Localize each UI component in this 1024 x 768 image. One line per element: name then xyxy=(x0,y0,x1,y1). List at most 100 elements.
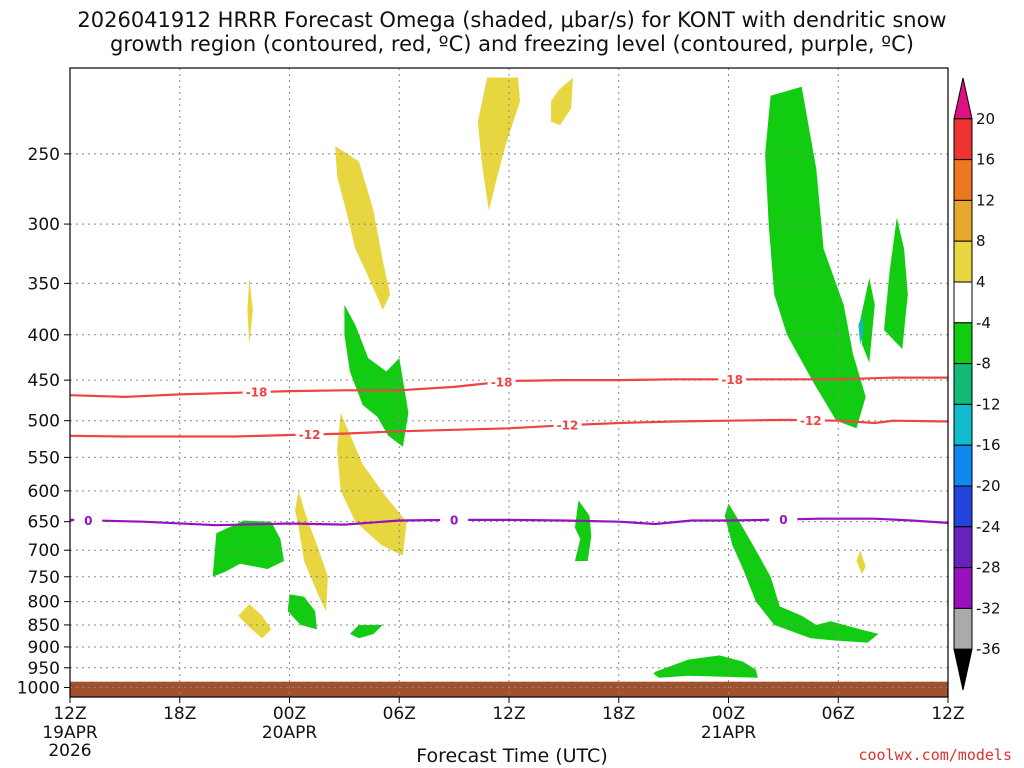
colorbar-swatch xyxy=(953,403,973,446)
chart-title-line-1: 2026041912 HRRR Forecast Omega (shaded, … xyxy=(77,8,947,32)
omega-region-m xyxy=(574,500,592,561)
colorbar-label: -24 xyxy=(976,518,1001,536)
omega-region-p xyxy=(884,217,908,349)
colorbar-label: -36 xyxy=(976,640,1001,658)
contour-line-minus12 xyxy=(69,418,949,438)
x-tick-label: 06Z xyxy=(383,704,416,724)
colorbar-swatch xyxy=(953,567,973,609)
colorbar-label: -20 xyxy=(976,477,1001,495)
contour-label-minus18: -18 xyxy=(246,386,268,400)
ground-layer xyxy=(70,681,948,697)
colorbar-label: 12 xyxy=(976,191,995,209)
omega-region-k xyxy=(287,594,317,630)
omega-region-g xyxy=(238,604,272,639)
contour-label-bg xyxy=(487,374,516,389)
credit-link[interactable]: coolwx.com/models xyxy=(858,746,1012,764)
omega-region-j xyxy=(212,520,284,577)
x-axis-title: Forecast Time (UTC) xyxy=(416,745,608,767)
colorbar: 20 16 12 8 4 -4 -8 -12 -16 -20 -24 -28 -32 -36 xyxy=(953,77,1001,691)
omega-region-i xyxy=(344,304,409,447)
contour-label-bg xyxy=(718,372,747,387)
x-tick-date: 20APR xyxy=(262,723,318,743)
contour-label-minus18: -18 xyxy=(491,375,513,389)
omega-region-b xyxy=(551,77,573,126)
ground-surface xyxy=(70,681,948,697)
x-tick-label: 00Z xyxy=(273,704,306,724)
contour-label-zero: 0 xyxy=(779,513,787,527)
contour-label-bg xyxy=(295,427,324,442)
colorbar-label: 20 xyxy=(976,110,995,128)
y-tick-label: 300 xyxy=(28,215,60,235)
colorbar-cap-bottom xyxy=(953,648,973,691)
y-tick-label: 450 xyxy=(28,371,60,391)
omega-region-q xyxy=(724,503,879,643)
colorbar-label: -4 xyxy=(976,314,991,332)
omega-region-d xyxy=(247,277,253,345)
colorbar-swatch xyxy=(953,322,973,365)
x-tick-label: 12Z xyxy=(931,704,964,724)
colorbar-label: -28 xyxy=(976,559,1001,577)
y-tick-label: 600 xyxy=(28,482,60,502)
omega-regions xyxy=(212,77,908,678)
x-tick-label: 12Z xyxy=(53,704,86,724)
x-tick-label: 18Z xyxy=(602,704,635,724)
contour-label-minus12: -12 xyxy=(557,419,579,433)
x-tick-label: 06Z xyxy=(822,704,855,724)
chart-title-line-2: growth region (contoured, red, ºC) and f… xyxy=(110,32,914,56)
y-tick-label: 1000 xyxy=(17,678,60,698)
colorbar-swatch xyxy=(953,159,973,201)
colorbar-swatch xyxy=(953,199,973,242)
x-tick-date: 21APR xyxy=(701,723,757,743)
contour-label-zero: 0 xyxy=(84,514,92,528)
colorbar-swatch xyxy=(953,485,973,528)
contour-label-bg xyxy=(769,512,798,527)
contour-label-bg xyxy=(440,512,469,527)
colorbar-label: -12 xyxy=(976,395,1001,413)
omega-region-f xyxy=(295,490,328,612)
y-tick-label: 800 xyxy=(28,593,60,613)
colorbar-cap-top xyxy=(953,77,973,120)
colorbar-swatch xyxy=(953,281,973,324)
y-tick-label: 750 xyxy=(28,568,60,588)
omega-region-o xyxy=(860,277,875,363)
y-tick-label: 900 xyxy=(28,638,60,658)
omega-region-n xyxy=(765,86,866,429)
y-tick-label: 950 xyxy=(28,659,60,679)
omega-region-s xyxy=(858,315,864,345)
contour-label-minus18: -18 xyxy=(721,373,743,387)
colorbar-label: 16 xyxy=(976,151,995,169)
y-tick-label: 650 xyxy=(28,513,60,533)
omega-region-l xyxy=(349,624,383,639)
y-axis: 2503003504004505005506006507007508008509… xyxy=(17,145,70,698)
y-tick-label: 850 xyxy=(28,616,60,636)
contour-label-bg xyxy=(796,413,825,428)
y-tick-label: 350 xyxy=(28,274,60,294)
omega-region-e xyxy=(337,412,407,556)
colorbar-swatch xyxy=(953,240,973,283)
contour-label-bg xyxy=(242,385,271,400)
y-tick-label: 550 xyxy=(28,448,60,468)
x-tick-label: 00Z xyxy=(712,704,745,724)
colorbar-label: -16 xyxy=(976,436,1001,454)
colorbar-swatch xyxy=(953,607,973,650)
y-tick-label: 400 xyxy=(28,326,60,346)
x-tick-date: 19APR xyxy=(42,723,98,743)
colorbar-label: 4 xyxy=(976,273,986,291)
x-tick-label: 18Z xyxy=(163,704,196,724)
contour-label-zero: 0 xyxy=(450,513,458,527)
contour-lines: -18 -18 -18 -12 -12 -12 0 0 0 xyxy=(69,372,949,528)
x-tick-year: 2026 xyxy=(48,741,91,761)
y-tick-label: 250 xyxy=(28,145,60,165)
omega-region-r xyxy=(653,655,758,678)
omega-region-c xyxy=(335,146,391,310)
contour-label-bg xyxy=(553,418,582,433)
y-tick-label: 700 xyxy=(28,541,60,561)
colorbar-swatch xyxy=(953,363,973,405)
colorbar-label: -8 xyxy=(976,355,991,373)
colorbar-swatch xyxy=(953,444,973,487)
contour-label-minus12: -12 xyxy=(800,414,822,428)
contour-label-minus12: -12 xyxy=(299,428,321,442)
y-tick-label: 500 xyxy=(28,412,60,432)
colorbar-label: 8 xyxy=(976,232,986,250)
